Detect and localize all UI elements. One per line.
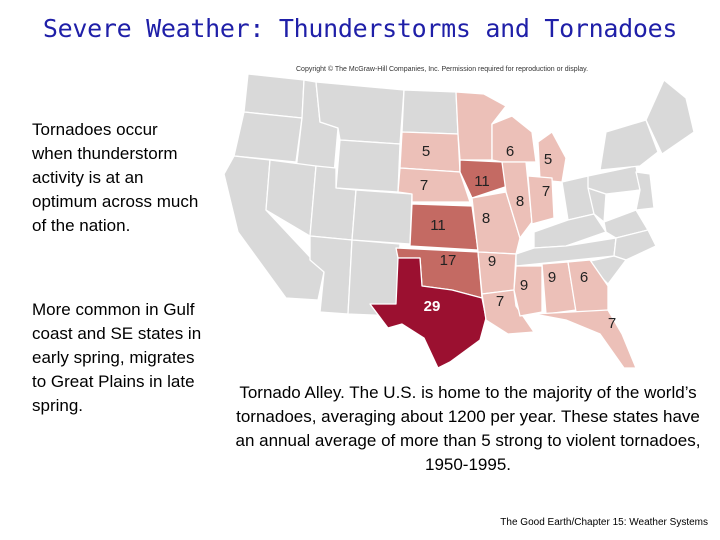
map-copyright-notice: Copyright © The McGraw-Hill Companies, I…	[296, 66, 589, 73]
state-north-carolina	[613, 229, 657, 261]
paragraph-tornado-occurrence: Tornadoes occur when thunderstorm activi…	[32, 120, 199, 235]
label-oklahoma: 17	[440, 252, 457, 269]
label-florida: 7	[608, 315, 616, 332]
state-wisconsin	[491, 115, 537, 163]
state-arkansas	[477, 251, 517, 295]
state-wyoming	[335, 139, 401, 193]
label-mississippi: 9	[520, 277, 528, 294]
state-iowa	[459, 159, 509, 199]
state-florida	[533, 309, 637, 369]
state-new-york	[599, 119, 659, 171]
label-georgia: 6	[580, 269, 588, 286]
paragraph-seasonal-migration: More common in Gulf coast and SE states …	[32, 300, 202, 415]
label-illinois: 8	[516, 193, 524, 210]
state-pennsylvania	[587, 165, 641, 195]
label-wisconsin: 6	[506, 143, 514, 160]
state-texas	[369, 257, 487, 369]
state-missouri	[471, 191, 521, 255]
label-missouri: 8	[482, 210, 490, 227]
label-louisiana: 7	[496, 293, 504, 310]
label-arkansas: 9	[488, 253, 496, 270]
label-indiana: 7	[542, 183, 550, 200]
us-tornado-map: 5 7 11 17 29 11 8 9 7 6 8 5 7 9 9 6 7	[223, 73, 695, 369]
label-nebraska: 7	[420, 177, 428, 194]
state-indiana	[527, 175, 555, 225]
slide-footer: The Good Earth/Chapter 15: Weather Syste…	[500, 517, 708, 528]
state-mississippi	[513, 265, 543, 317]
state-colorado	[351, 189, 413, 245]
state-illinois	[501, 161, 533, 239]
state-oregon	[233, 111, 303, 163]
state-georgia	[567, 259, 609, 313]
state-michigan	[537, 131, 567, 183]
state-new-england	[645, 79, 695, 155]
state-north-dakota	[401, 89, 459, 135]
map-caption: Tornado Alley. The U.S. is home to the m…	[235, 383, 701, 474]
state-new-jersey-maryland	[635, 171, 655, 211]
tornado-count-labels: 5 7 11 17 29 11 8 9 7 6 8 5 7 9 9 6 7	[420, 143, 616, 332]
label-michigan: 5	[544, 151, 552, 168]
label-alabama: 9	[548, 269, 556, 286]
state-washington	[243, 73, 305, 119]
slide-title: Severe Weather: Thunderstorms and Tornad…	[42, 14, 678, 43]
label-iowa: 11	[474, 173, 490, 190]
label-south-dakota: 5	[422, 143, 430, 160]
label-texas: 29	[424, 298, 441, 315]
label-kansas: 11	[430, 217, 446, 234]
